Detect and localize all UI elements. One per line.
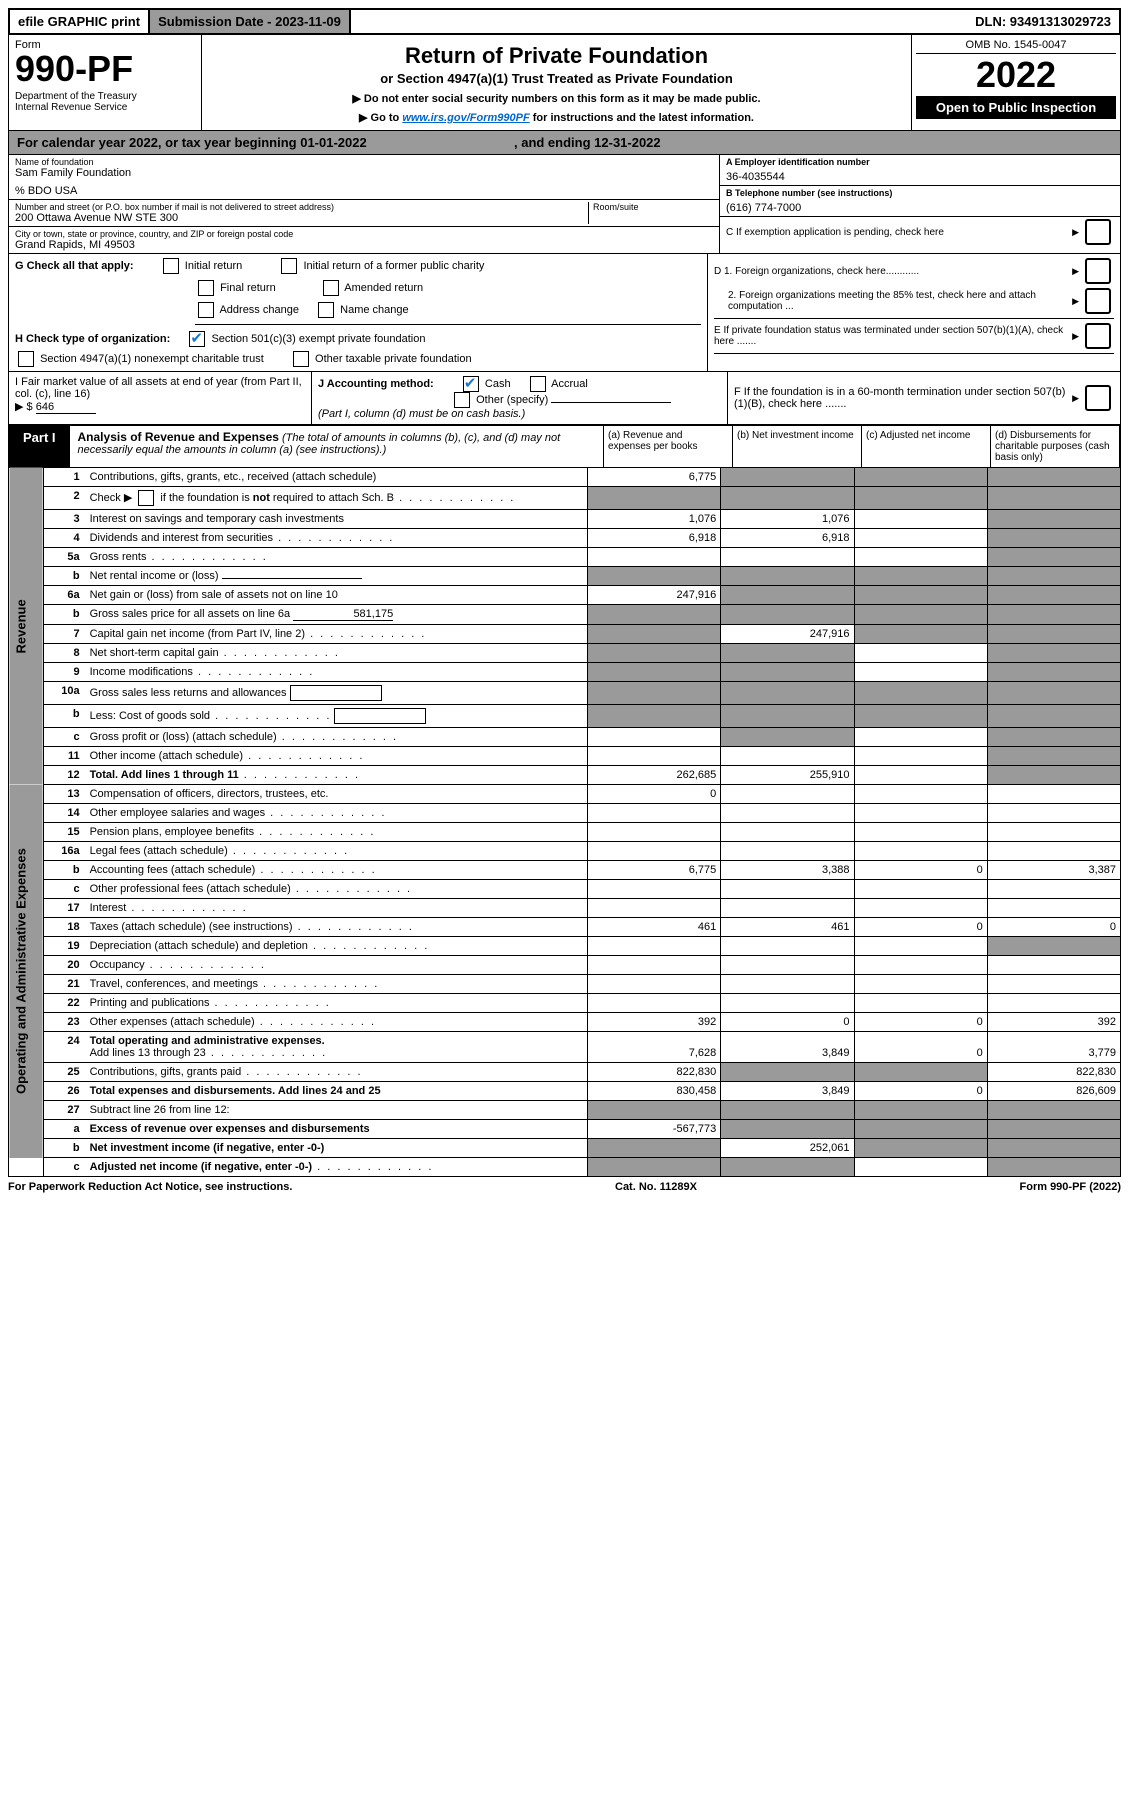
j-note: (Part I, column (d) must be on cash basi…: [318, 408, 525, 420]
g-amended-checkbox[interactable]: [323, 280, 339, 296]
irs: Internal Revenue Service: [15, 102, 195, 113]
form-title: Return of Private Foundation: [214, 43, 899, 69]
tel-label: B Telephone number (see instructions): [726, 188, 1114, 198]
i-j-f-row: I Fair market value of all assets at end…: [8, 372, 1121, 425]
col-c-header: (c) Adjusted net income: [861, 426, 990, 467]
h-4947-checkbox[interactable]: [18, 351, 34, 367]
j-accrual-checkbox[interactable]: [530, 376, 546, 392]
j-label: J Accounting method:: [318, 378, 434, 390]
form-header: Form 990-PF Department of the Treasury I…: [8, 35, 1121, 130]
foundation-name: Sam Family Foundation: [15, 167, 713, 179]
col-d-header: (d) Disbursements for charitable purpose…: [990, 426, 1119, 467]
g-addr-checkbox[interactable]: [198, 302, 214, 318]
name-label: Name of foundation: [15, 157, 713, 167]
revenue-side-label: Revenue: [9, 468, 44, 785]
part1-title: Analysis of Revenue and Expenses: [78, 430, 279, 444]
g-former-checkbox[interactable]: [281, 258, 297, 274]
omb-number: OMB No. 1545-0047: [916, 37, 1116, 54]
g-h-d-block: G Check all that apply: Initial return I…: [8, 254, 1121, 372]
form-subtitle: or Section 4947(a)(1) Trust Treated as P…: [214, 71, 899, 86]
top-bar: efile GRAPHIC print Submission Date - 20…: [8, 8, 1121, 35]
g-name-checkbox[interactable]: [318, 302, 334, 318]
i-value: 646: [36, 401, 96, 414]
efile-label: efile GRAPHIC print: [10, 10, 150, 33]
addr-val: 200 Ottawa Avenue NW STE 300: [15, 212, 588, 224]
d2-label: 2. Foreign organizations meeting the 85%…: [714, 290, 1072, 312]
j-cash-checkbox[interactable]: [463, 376, 479, 392]
form-number: 990-PF: [15, 51, 195, 87]
calendar-year-row: For calendar year 2022, or tax year begi…: [8, 130, 1121, 155]
d1-label: D 1. Foreign organizations, check here..…: [714, 266, 1072, 277]
room-label: Room/suite: [593, 202, 713, 212]
open-public: Open to Public Inspection: [916, 96, 1116, 119]
c-checkbox[interactable]: [1085, 219, 1111, 245]
irs-link[interactable]: www.irs.gov/Form990PF: [402, 112, 529, 124]
dept: Department of the Treasury: [15, 91, 195, 102]
g-label: G Check all that apply:: [15, 260, 134, 272]
ein-label: A Employer identification number: [726, 157, 1114, 167]
tel-val: (616) 774-7000: [726, 202, 1114, 214]
arrow-icon: [1072, 227, 1082, 238]
f-label: F If the foundation is in a 60-month ter…: [734, 386, 1072, 410]
note-link: ▶ Go to www.irs.gov/Form990PF for instru…: [214, 111, 899, 124]
g-initial-checkbox[interactable]: [163, 258, 179, 274]
foundation-info: Name of foundation Sam Family Foundation…: [8, 155, 1121, 254]
d2-checkbox[interactable]: [1085, 288, 1111, 314]
city-val: Grand Rapids, MI 49503: [15, 239, 713, 251]
i-label: I Fair market value of all assets at end…: [15, 376, 302, 400]
addr-label: Number and street (or P.O. box number if…: [15, 202, 588, 212]
col-a-header: (a) Revenue and expenses per books: [603, 426, 732, 467]
dln: DLN: 93491313029723: [967, 10, 1119, 33]
col-b-header: (b) Net investment income: [732, 426, 861, 467]
footer-left: For Paperwork Reduction Act Notice, see …: [8, 1181, 292, 1193]
part1-tab: Part I: [9, 426, 70, 467]
submission-date: Submission Date - 2023-11-09: [150, 10, 351, 33]
d1-checkbox[interactable]: [1085, 258, 1111, 284]
j-other-checkbox[interactable]: [454, 392, 470, 408]
c-label: C If exemption application is pending, c…: [726, 227, 1072, 238]
ein-val: 36-4035544: [726, 171, 1114, 183]
e-label: E If private foundation status was termi…: [714, 325, 1072, 347]
city-label: City or town, state or province, country…: [15, 229, 713, 239]
f-checkbox[interactable]: [1085, 385, 1111, 411]
h-501c3-checkbox[interactable]: [189, 331, 205, 347]
h-label: H Check type of organization:: [15, 333, 170, 345]
note-ssn: ▶ Do not enter social security numbers o…: [214, 92, 899, 105]
part1-header: Part I Analysis of Revenue and Expenses …: [8, 425, 1121, 468]
g-final-checkbox[interactable]: [198, 280, 214, 296]
tax-year: 2022: [916, 54, 1116, 96]
footer-mid: Cat. No. 11289X: [615, 1181, 697, 1193]
e-checkbox[interactable]: [1085, 323, 1111, 349]
page-footer: For Paperwork Reduction Act Notice, see …: [8, 1177, 1121, 1193]
footer-right: Form 990-PF (2022): [1020, 1181, 1122, 1193]
bdo: % BDO USA: [15, 185, 713, 197]
schb-checkbox[interactable]: [138, 490, 154, 506]
expenses-side-label: Operating and Administrative Expenses: [9, 785, 44, 1158]
h-other-checkbox[interactable]: [293, 351, 309, 367]
part1-table: Revenue 1Contributions, gifts, grants, e…: [8, 468, 1121, 1177]
